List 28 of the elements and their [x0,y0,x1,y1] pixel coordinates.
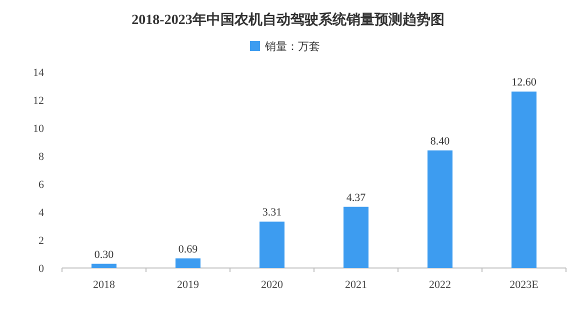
text: 12.60 [512,76,536,89]
y-tick-label: 8 [38,151,44,163]
bar [428,150,452,268]
x-tick-label: 2018 [93,279,116,291]
y-tick-label: 4 [38,207,44,219]
text: 0.30 [94,248,114,261]
x-tick-label: 2021 [345,279,367,291]
legend-label: 销量：万套 [264,41,320,53]
y-tick-label: 6 [38,179,44,191]
text: 0.69 [178,243,198,256]
x-tick-label: 2019 [177,279,200,291]
bar [344,206,368,268]
y-tick-label: 10 [33,123,44,135]
x-tick-label: 2022 [429,279,451,291]
chart-title: 2018-2023年中国农机自动驾驶系统销量预测趋势图 [132,11,444,28]
text: 4.37 [346,192,366,204]
y-tick-label: 14 [33,67,44,79]
x-tick-label: 2023E [510,279,539,291]
y-tick-label: 0 [38,263,44,275]
x-tick-label: 2020 [261,279,284,291]
bar [512,92,536,268]
bar [92,264,116,268]
bar [176,258,200,268]
bar [260,222,284,268]
text: 3.31 [262,206,282,219]
y-tick-label: 12 [33,95,44,107]
text: 8.40 [430,135,450,148]
y-tick-label: 2 [38,235,44,247]
